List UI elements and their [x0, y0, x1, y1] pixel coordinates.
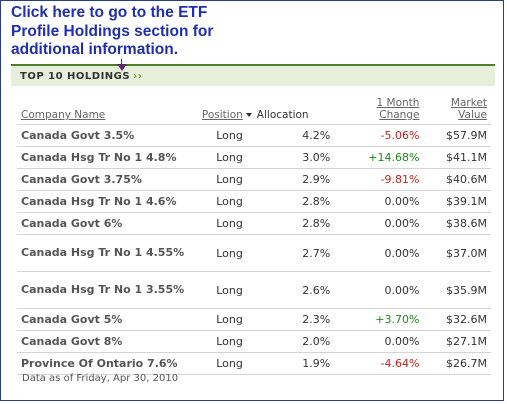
holding-change: -9.81%: [336, 168, 424, 191]
holding-allocation: 1.9%: [261, 352, 337, 375]
col-position-allocation: Position Allocation: [197, 97, 337, 125]
col-company-name[interactable]: Company Name: [17, 97, 198, 125]
holding-allocation: 3.0%: [261, 146, 337, 169]
holding-market-value: $27.1M: [423, 330, 491, 353]
holding-change: 0.00%: [336, 330, 424, 353]
holding-market-value: $37.0M: [423, 234, 491, 272]
holding-change: -4.64%: [336, 352, 424, 375]
holding-change: 0.00%: [336, 190, 424, 213]
value-header-line-2[interactable]: Value: [458, 109, 487, 121]
table-row: Canada Hsg Tr No 1 4.6% Long 2.8% 0.00% …: [17, 190, 491, 213]
holding-market-value: $38.6M: [423, 212, 491, 235]
holding-allocation: 2.8%: [261, 212, 337, 235]
holding-market-value: $35.9M: [423, 271, 491, 309]
table-row: Canada Govt 6% Long 2.8% 0.00% $38.6M: [17, 212, 491, 235]
table-header-row: Company Name Position Allocation 1 Month …: [17, 97, 491, 125]
holding-position: Long: [197, 146, 262, 169]
holding-change: +3.70%: [336, 308, 424, 331]
holding-name: Canada Hsg Tr No 1 4.55%: [17, 234, 198, 272]
table-row: Canada Govt 5% Long 2.3% +3.70% $32.6M: [17, 308, 491, 331]
section-title[interactable]: TOP 10 HOLDINGS: [20, 71, 131, 82]
holding-name: Canada Hsg Tr No 1 4.6%: [17, 190, 198, 213]
holding-position: Long: [197, 330, 262, 353]
holding-name: Canada Govt 8%: [17, 330, 198, 353]
callout-line-1[interactable]: Click here to go to the ETF: [11, 4, 208, 21]
section-title-wrap[interactable]: TOP 10 HOLDINGS ››: [20, 71, 142, 82]
callout-line-2[interactable]: Profile Holdings section for: [11, 22, 214, 40]
table-row: Canada Hsg Tr No 1 4.8% Long 3.0% +14.68…: [17, 146, 491, 169]
holding-market-value: $57.9M: [423, 124, 491, 147]
holding-position: Long: [197, 190, 262, 213]
top-holdings-header[interactable]: TOP 10 HOLDINGS ››: [11, 64, 495, 86]
holding-position: Long: [197, 271, 262, 309]
holding-change: -5.06%: [336, 124, 424, 147]
etf-profile-link-callout[interactable]: Click here to go to the ETF Profile Hold…: [11, 4, 261, 60]
holding-position: Long: [197, 308, 262, 331]
table-row: Canada Hsg Tr No 1 4.55% Long 2.7% 0.00%…: [17, 234, 491, 272]
holding-allocation: 2.6%: [261, 271, 337, 309]
holding-change: 0.00%: [336, 234, 424, 272]
holding-name: Canada Govt 3.75%: [17, 168, 198, 191]
company-name-header[interactable]: Company Name: [21, 109, 106, 121]
holding-allocation: 2.7%: [261, 234, 337, 272]
holding-name: Canada Hsg Tr No 1 3.55%: [17, 271, 198, 309]
table-row: Canada Hsg Tr No 1 3.55% Long 2.6% 0.00%…: [17, 271, 491, 309]
table-row: Province Of Ontario 7.6% Long 1.9% -4.64…: [17, 352, 491, 375]
holding-name: Province Of Ontario 7.6%: [17, 352, 198, 375]
holding-position: Long: [197, 352, 262, 375]
change-header-line-1[interactable]: 1 Month: [376, 97, 420, 109]
change-header-line-2[interactable]: Change: [379, 109, 420, 121]
data-as-of-note: Data as of Friday, Apr 30, 2010: [22, 373, 179, 384]
holding-change: 0.00%: [336, 271, 424, 309]
holding-market-value: $39.1M: [423, 190, 491, 213]
holding-allocation: 2.0%: [261, 330, 337, 353]
col-1-month-change[interactable]: 1 Month Change: [336, 97, 424, 125]
holding-market-value: $32.6M: [423, 308, 491, 331]
table-row: Canada Govt 3.5% Long 4.2% -5.06% $57.9M: [17, 124, 491, 147]
holding-allocation: 2.3%: [261, 308, 337, 331]
holding-market-value: $26.7M: [423, 352, 491, 375]
holding-position: Long: [197, 168, 262, 191]
holding-change: 0.00%: [336, 212, 424, 235]
arrow-down-icon: [117, 64, 127, 71]
holding-name: Canada Govt 3.5%: [17, 124, 198, 147]
table-row: Canada Govt 3.75% Long 2.9% -9.81% $40.6…: [17, 168, 491, 191]
holding-position: Long: [197, 124, 262, 147]
allocation-header: Allocation: [256, 109, 309, 121]
sort-desc-icon[interactable]: [245, 112, 252, 117]
holding-name: Canada Govt 5%: [17, 308, 198, 331]
holding-market-value: $41.1M: [423, 146, 491, 169]
holding-allocation: 2.8%: [261, 190, 337, 213]
holding-position: Long: [197, 212, 262, 235]
holding-market-value: $40.6M: [423, 168, 491, 191]
holding-name: Canada Govt 6%: [17, 212, 198, 235]
holding-position: Long: [197, 234, 262, 272]
holding-allocation: 4.2%: [261, 124, 337, 147]
value-header-line-1[interactable]: Market: [450, 97, 487, 109]
chevron-right-icon[interactable]: ››: [133, 71, 143, 82]
position-header[interactable]: Position: [201, 109, 243, 121]
holding-name: Canada Hsg Tr No 1 4.8%: [17, 146, 198, 169]
col-market-value[interactable]: Market Value: [423, 97, 491, 125]
table-row: Canada Govt 8% Long 2.0% 0.00% $27.1M: [17, 330, 491, 353]
holding-allocation: 2.9%: [261, 168, 337, 191]
callout-line-3[interactable]: additional information.: [11, 41, 179, 58]
holding-change: +14.68%: [336, 146, 424, 169]
holdings-table: Company Name Position Allocation 1 Month …: [17, 97, 491, 375]
